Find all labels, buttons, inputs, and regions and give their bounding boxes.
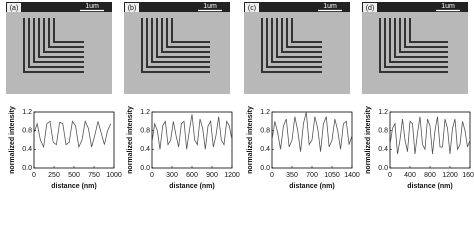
y-tick-label: 0.4 bbox=[378, 146, 388, 153]
finger bbox=[43, 18, 84, 53]
finger bbox=[141, 18, 210, 73]
data-line bbox=[271, 111, 353, 152]
data-line bbox=[33, 119, 112, 149]
y-axis-label: normalized intensity bbox=[127, 106, 134, 174]
figure: (a) 1um 0.0 0.4 0.8 1.2 0 250 500 750 1000 distance… bbox=[6, 2, 474, 190]
y-tick-label: 0.4 bbox=[22, 146, 32, 153]
scale-bar-label: 1um bbox=[441, 3, 455, 10]
finger bbox=[291, 18, 322, 43]
panel-label-box bbox=[245, 3, 259, 12]
x-tick-label: 700 bbox=[306, 172, 318, 179]
micrograph-header bbox=[124, 2, 230, 12]
x-tick-label: 250 bbox=[48, 172, 60, 179]
finger bbox=[276, 18, 322, 58]
finger bbox=[53, 18, 84, 43]
x-axis-label: distance (nm) bbox=[51, 183, 97, 190]
panel-label: (d) bbox=[366, 5, 375, 12]
micrograph-header bbox=[362, 2, 468, 12]
x-tick-label: 0 bbox=[150, 172, 154, 179]
y-tick-label: 0.8 bbox=[140, 128, 150, 135]
x-tick-label: 500 bbox=[68, 172, 80, 179]
panel-label: (c) bbox=[248, 5, 256, 12]
y-tick-label: 1.2 bbox=[260, 109, 270, 116]
page: {"chart_data": [ {"type": "line", "label… bbox=[6, 2, 474, 190]
x-tick-label: 0 bbox=[270, 172, 274, 179]
x-tick-label: 350 bbox=[286, 172, 298, 179]
y-tick-label: 1.2 bbox=[378, 109, 388, 116]
finger bbox=[399, 18, 448, 53]
x-tick-label: 300 bbox=[166, 172, 178, 179]
plot-frame bbox=[151, 111, 233, 169]
finger bbox=[404, 18, 448, 48]
finger bbox=[379, 18, 448, 73]
x-tick-label: 0 bbox=[32, 172, 36, 179]
x-tick-label: 1400 bbox=[344, 172, 360, 179]
y-tick-label: 1.2 bbox=[22, 109, 32, 116]
micrograph-header bbox=[6, 2, 112, 12]
x-tick-label: 1200 bbox=[442, 172, 458, 179]
x-tick-label: 900 bbox=[206, 172, 218, 179]
data-line bbox=[151, 114, 233, 150]
x-tick-label: 0 bbox=[388, 172, 392, 179]
finger bbox=[384, 18, 448, 68]
x-tick-label: 1600 bbox=[462, 172, 474, 179]
x-tick-label: 600 bbox=[186, 172, 198, 179]
finger bbox=[23, 18, 84, 73]
y-tick-label: 0.0 bbox=[140, 165, 150, 172]
finger bbox=[409, 18, 448, 43]
y-tick-label: 0.8 bbox=[260, 128, 270, 135]
finger bbox=[171, 18, 210, 43]
finger bbox=[394, 18, 448, 58]
x-tick-label: 1200 bbox=[224, 172, 240, 179]
y-axis-label: normalized intensity bbox=[9, 106, 16, 174]
finger bbox=[281, 18, 322, 53]
x-tick-label: 750 bbox=[88, 172, 100, 179]
finger bbox=[28, 18, 84, 68]
y-tick-label: 0.4 bbox=[260, 146, 270, 153]
finger bbox=[151, 18, 210, 63]
x-axis-label: distance (nm) bbox=[289, 183, 335, 190]
scale-bar-label: 1um bbox=[323, 3, 337, 10]
finger bbox=[38, 18, 84, 58]
data-line bbox=[389, 116, 471, 155]
x-axis-label: distance (nm) bbox=[169, 183, 215, 190]
panel-label: (a) bbox=[10, 5, 19, 12]
finger bbox=[286, 18, 322, 48]
y-tick-label: 0.0 bbox=[260, 165, 270, 172]
finger bbox=[266, 18, 322, 68]
y-tick-label: 0.8 bbox=[378, 128, 388, 135]
x-tick-label: 1050 bbox=[324, 172, 340, 179]
finger bbox=[33, 18, 84, 63]
finger bbox=[161, 18, 210, 53]
y-tick-label: 0.0 bbox=[22, 165, 32, 172]
y-tick-label: 0.0 bbox=[378, 165, 388, 172]
finger bbox=[146, 18, 210, 68]
y-tick-label: 0.4 bbox=[140, 146, 150, 153]
panel-label: (b) bbox=[128, 5, 137, 12]
finger bbox=[166, 18, 210, 48]
scale-bar-label: 1um bbox=[85, 3, 99, 10]
finger bbox=[389, 18, 448, 63]
panel-label-box bbox=[125, 3, 139, 12]
panel-label-box bbox=[363, 3, 377, 12]
finger bbox=[261, 18, 322, 73]
plot-frame bbox=[33, 111, 115, 169]
finger bbox=[156, 18, 210, 58]
micrograph-header bbox=[244, 2, 350, 12]
finger bbox=[48, 18, 84, 48]
y-tick-label: 1.2 bbox=[140, 109, 150, 116]
x-tick-label: 800 bbox=[424, 172, 436, 179]
x-tick-label: 400 bbox=[404, 172, 416, 179]
finger bbox=[271, 18, 322, 63]
y-axis-label: normalized intensity bbox=[247, 106, 254, 174]
y-axis-label: normalized intensity bbox=[365, 106, 372, 174]
panel-label-box bbox=[7, 3, 21, 12]
y-tick-label: 0.8 bbox=[22, 128, 32, 135]
x-axis-label: distance (nm) bbox=[407, 183, 453, 190]
x-tick-label: 1000 bbox=[106, 172, 122, 179]
scale-bar-label: 1um bbox=[203, 3, 217, 10]
